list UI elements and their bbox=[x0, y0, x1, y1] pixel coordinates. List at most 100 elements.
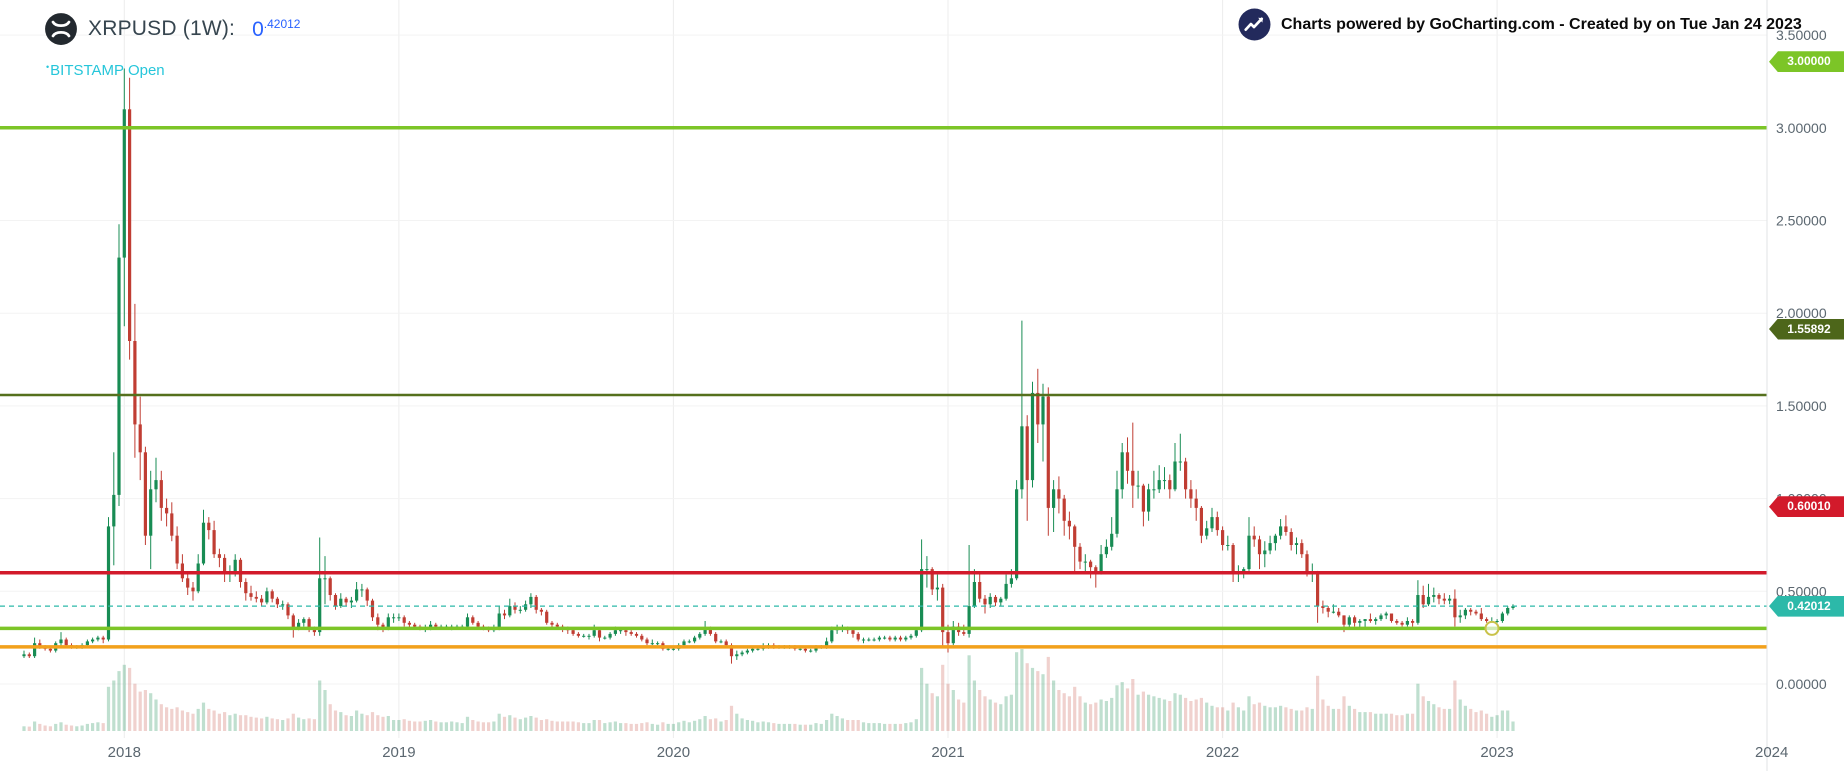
candle-body bbox=[106, 526, 111, 640]
volume-bar bbox=[561, 721, 565, 731]
candle-body bbox=[1485, 619, 1489, 621]
volume-bar bbox=[930, 693, 934, 731]
volume-bar bbox=[471, 720, 475, 731]
candle-body bbox=[238, 559, 243, 582]
candle-body bbox=[217, 554, 221, 558]
volume-bar bbox=[582, 723, 586, 731]
candle-body bbox=[355, 589, 359, 601]
x-axis-label: 2022 bbox=[1206, 744, 1239, 761]
volume-bar bbox=[1411, 713, 1415, 731]
volume-bar bbox=[1125, 688, 1130, 731]
volume-bar bbox=[513, 717, 517, 731]
volume-bar bbox=[518, 719, 522, 731]
candle-body bbox=[1426, 596, 1431, 605]
candle-body bbox=[867, 639, 871, 641]
candle-body bbox=[1442, 598, 1446, 601]
volume-bar bbox=[830, 713, 834, 731]
candle-body bbox=[27, 654, 31, 657]
volume-bar bbox=[1189, 701, 1193, 731]
price-axis[interactable] bbox=[1767, 0, 1848, 771]
volume-bar bbox=[962, 702, 966, 731]
candle-body bbox=[809, 650, 813, 652]
volume-bar bbox=[1284, 707, 1288, 731]
x-axis-label: 2021 bbox=[931, 744, 964, 761]
volume-bar bbox=[1242, 710, 1246, 731]
volume-bar bbox=[381, 716, 385, 731]
candle-body bbox=[524, 604, 528, 610]
candle-body bbox=[861, 639, 866, 641]
volume-bar bbox=[941, 664, 945, 731]
volume-bar bbox=[1485, 713, 1489, 731]
gocharting-link[interactable]: GoCharting.com bbox=[1429, 15, 1555, 33]
volume-bar bbox=[1194, 699, 1198, 731]
volume-bar bbox=[106, 686, 111, 731]
candle-body bbox=[592, 630, 596, 636]
candle-body bbox=[1131, 470, 1135, 486]
candle-body bbox=[360, 589, 364, 591]
volume-bar bbox=[423, 720, 427, 732]
volume-bar bbox=[254, 717, 258, 731]
volume-bar bbox=[360, 713, 364, 731]
candle-body bbox=[1252, 535, 1256, 540]
volume-bar bbox=[1221, 707, 1225, 731]
volume-bar bbox=[238, 715, 243, 731]
volume-bar bbox=[1030, 667, 1035, 731]
candle-body bbox=[291, 615, 295, 629]
candle-body bbox=[339, 598, 343, 607]
volume-bar bbox=[793, 723, 797, 731]
volume-bar bbox=[835, 716, 839, 731]
volume-bar bbox=[1495, 715, 1499, 731]
volume-bar bbox=[603, 723, 607, 731]
volume-bar bbox=[555, 721, 559, 731]
candle-body bbox=[603, 637, 607, 639]
line-anchor-handle[interactable] bbox=[1484, 620, 1500, 636]
volume-bar bbox=[957, 699, 961, 731]
candle-body bbox=[671, 648, 675, 650]
y-axis-label: 2.50000 bbox=[1776, 213, 1827, 229]
candle-body bbox=[117, 257, 121, 495]
candle-body bbox=[1337, 611, 1341, 616]
volume-bar bbox=[576, 722, 580, 731]
volume-bar bbox=[1089, 704, 1093, 731]
candle-body bbox=[624, 630, 628, 633]
volume-bar bbox=[925, 683, 929, 731]
volume-bar bbox=[154, 699, 158, 731]
candle-body bbox=[376, 617, 380, 625]
candle-body bbox=[587, 635, 591, 637]
candle-body bbox=[666, 648, 670, 650]
candle-body bbox=[534, 596, 538, 610]
volume-bar bbox=[1374, 713, 1378, 731]
volume-bar bbox=[418, 721, 422, 731]
candle-body bbox=[1030, 392, 1035, 481]
candle-body bbox=[254, 596, 258, 599]
candle-body bbox=[233, 559, 237, 573]
volume-bar bbox=[1389, 713, 1394, 731]
volume-bar bbox=[1226, 710, 1230, 731]
volume-bar bbox=[339, 712, 343, 731]
candle-body bbox=[1268, 543, 1272, 551]
volume-bar bbox=[529, 716, 533, 731]
volume-bar bbox=[597, 720, 602, 731]
candle-body bbox=[1125, 452, 1130, 471]
volume-bar bbox=[888, 723, 892, 731]
volume-bar bbox=[909, 722, 913, 731]
candle-body bbox=[1052, 489, 1056, 508]
volume-bar bbox=[988, 699, 992, 731]
candle-body bbox=[1194, 498, 1198, 508]
volume-bar bbox=[1300, 710, 1304, 731]
volume-bar bbox=[1268, 707, 1272, 731]
volume-bar bbox=[983, 696, 987, 731]
candle-body bbox=[1500, 613, 1504, 621]
volume-bar bbox=[1099, 699, 1103, 731]
volume-bar bbox=[1157, 697, 1161, 731]
candle-body bbox=[180, 563, 184, 579]
candle-body bbox=[1062, 498, 1066, 521]
volume-bar bbox=[333, 710, 338, 731]
volume-bar bbox=[407, 720, 411, 732]
volume-bar bbox=[1263, 705, 1267, 731]
volume-bar bbox=[1052, 680, 1056, 731]
candle-body bbox=[508, 606, 512, 616]
volume-bar bbox=[48, 726, 52, 731]
candle-body bbox=[286, 604, 290, 616]
